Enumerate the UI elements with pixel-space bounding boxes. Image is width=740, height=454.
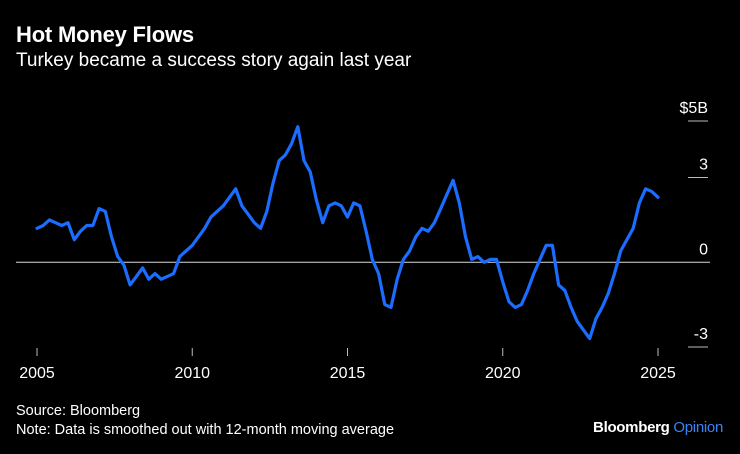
line-chart: $5B 3 0 -3 2005 2010 2015 2020 2025 (16, 100, 710, 382)
source-note: Source: Bloomberg (16, 403, 141, 419)
footer: Source: Bloomberg Note: Data is smoothed… (16, 402, 394, 440)
x-axis: 2005 2010 2015 2020 2025 (19, 348, 676, 382)
y-tick-label: $5B (680, 100, 708, 117)
x-tick-label: 2010 (174, 365, 210, 382)
smoothing-note: Note: Data is smoothed out with 12-month… (16, 422, 395, 438)
x-tick-label: 2025 (640, 365, 676, 382)
y-tick-label: 3 (699, 157, 708, 174)
chart-title: Hot Money Flows (16, 22, 194, 47)
brand-suffix: Opinion (673, 419, 723, 436)
series-line (35, 125, 660, 341)
chart-subtitle: Turkey became a success story again last… (16, 50, 412, 71)
y-tick-label: 0 (699, 241, 708, 258)
x-tick-label: 2020 (485, 365, 521, 382)
brand-name: Bloomberg (593, 419, 670, 436)
y-tick-label: -3 (694, 326, 708, 343)
x-tick-label: 2015 (330, 365, 366, 382)
x-tick-label: 2005 (19, 365, 55, 382)
y-axis: $5B 3 0 -3 (680, 100, 708, 348)
brand-logo: Bloomberg Opinion (593, 419, 723, 436)
